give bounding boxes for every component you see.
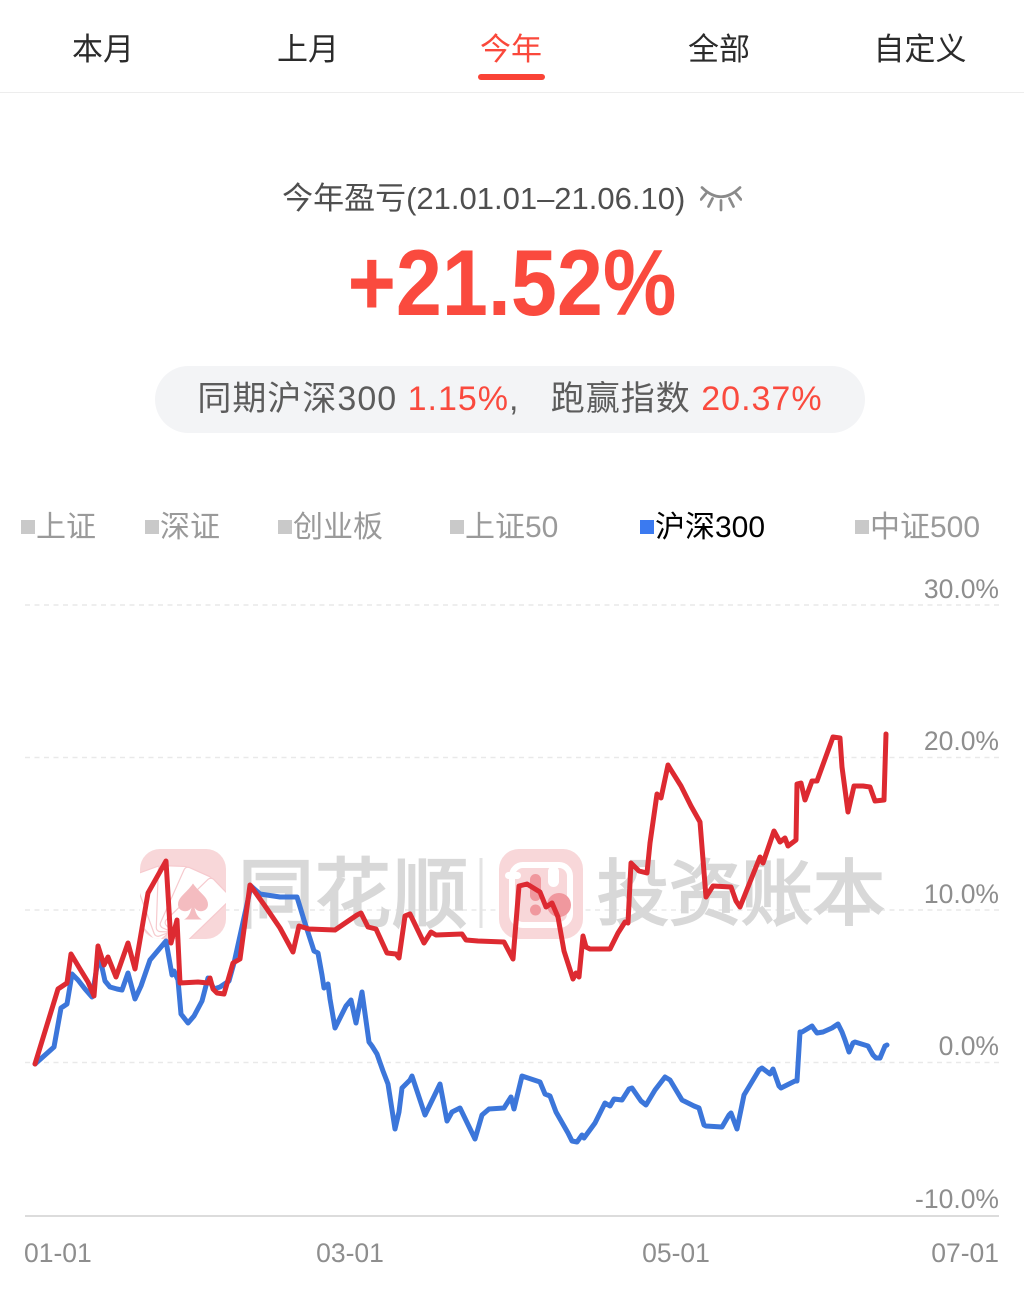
svg-text:03-01: 03-01	[316, 1238, 384, 1268]
svg-text:投资账本: 投资账本	[597, 855, 885, 935]
svg-text:30.0%: 30.0%	[924, 574, 999, 604]
svg-text:10.0%: 10.0%	[924, 879, 999, 909]
svg-text:-10.0%: -10.0%	[915, 1184, 999, 1214]
svg-text:0.0%: 0.0%	[939, 1031, 999, 1061]
svg-text:07-01: 07-01	[931, 1238, 999, 1268]
svg-text:01-01: 01-01	[24, 1238, 92, 1268]
svg-text:05-01: 05-01	[642, 1238, 710, 1268]
svg-text:20.0%: 20.0%	[924, 726, 999, 756]
